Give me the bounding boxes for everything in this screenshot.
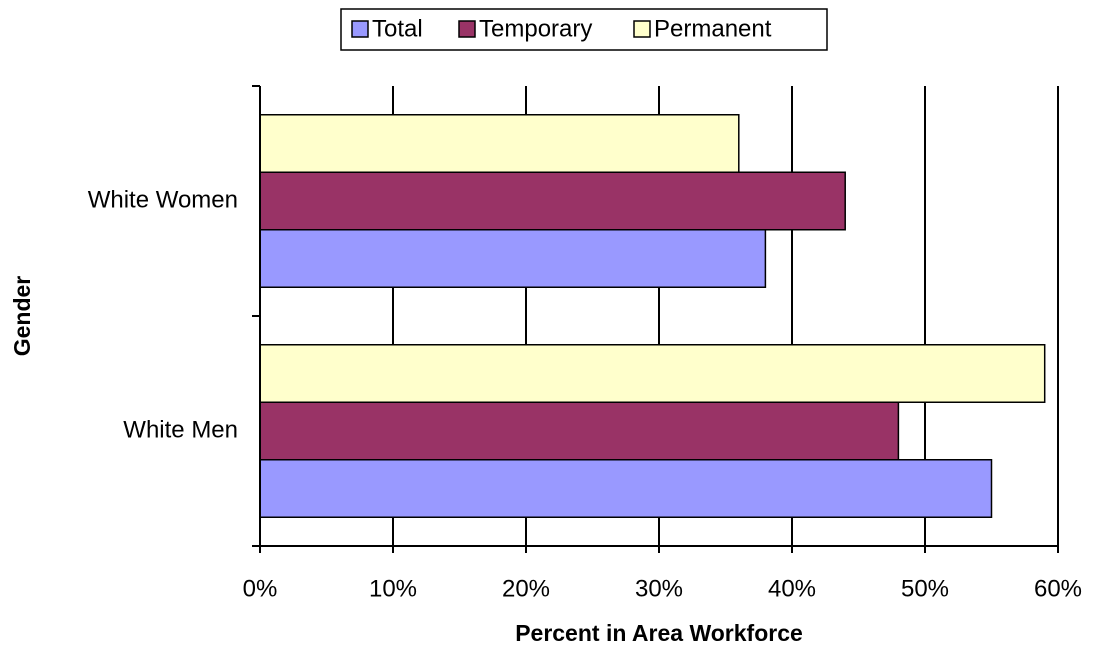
legend-box	[340, 8, 828, 51]
bar	[259, 171, 846, 231]
x-axis-label: Percent in Area Workforce	[515, 620, 803, 646]
x-tick-label: 0%	[243, 575, 278, 602]
bar	[259, 114, 740, 173]
legend-swatch	[633, 20, 651, 38]
legend-label: Permanent	[654, 15, 772, 42]
x-tick-label: 10%	[369, 575, 417, 602]
bar	[259, 344, 1046, 403]
legend-label: Temporary	[479, 15, 592, 42]
x-tick-label: 50%	[901, 575, 949, 602]
y-tick-label: White Women	[88, 186, 238, 213]
x-tick-label: 60%	[1034, 575, 1082, 602]
y-tick-label: White Men	[123, 416, 238, 443]
x-tick-label: 20%	[502, 575, 550, 602]
bar	[259, 459, 993, 518]
x-tick-label: 40%	[768, 575, 816, 602]
legend-swatch	[351, 20, 369, 38]
bar	[259, 401, 900, 461]
bar	[259, 229, 767, 288]
x-tick-label: 30%	[635, 575, 683, 602]
y-axis-label: Gender	[9, 276, 35, 357]
legend-label: Total	[372, 15, 423, 42]
legend-swatch	[458, 20, 476, 38]
